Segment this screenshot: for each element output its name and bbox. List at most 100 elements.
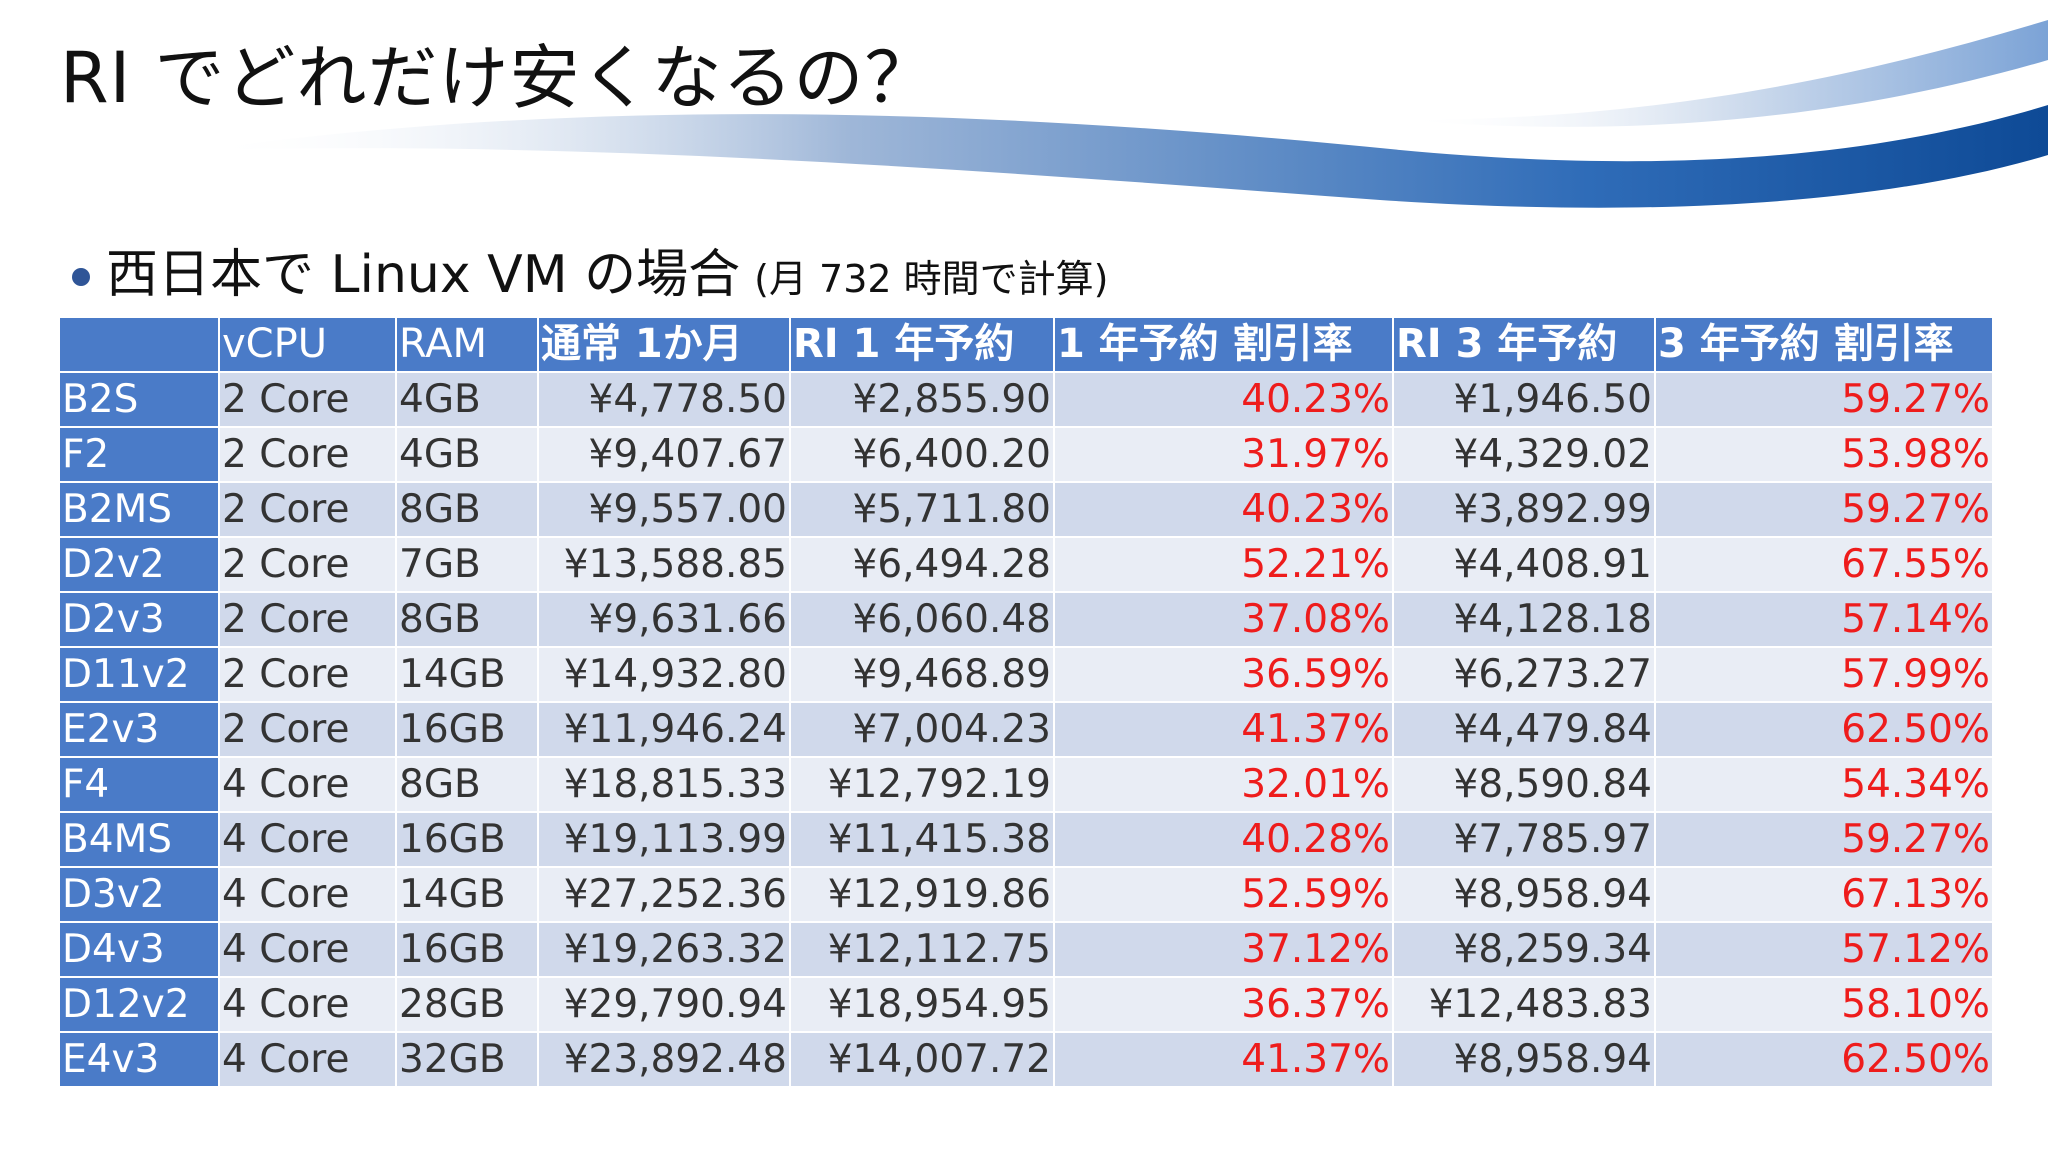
ri-1yr-price-cell: ¥5,711.80 xyxy=(791,483,1053,536)
vcpu-cell: 4 Core xyxy=(220,868,395,921)
vcpu-cell: 2 Core xyxy=(220,373,395,426)
bullet-note-text: (月 732 時間で計算) xyxy=(754,257,1109,301)
pricing-table: vCPU RAM 通常 1か月 RI 1 年予約 1 年予約 割引率 RI 3 年予約 3 … xyxy=(58,316,1994,1088)
discount-1yr-cell: 40.23% xyxy=(1055,483,1392,536)
model-cell: B2MS xyxy=(60,483,218,536)
regular-price-cell: ¥11,946.24 xyxy=(539,703,789,756)
table-row: D4v3 4 Core 16GB ¥19,263.32 ¥12,112.75 37.12%… xyxy=(60,923,1992,976)
model-cell: B4MS xyxy=(60,813,218,866)
discount-3yr-cell: 54.34% xyxy=(1656,758,1992,811)
table-row: B4MS 4 Core 16GB ¥19,113.99 ¥11,415.38 40.28%… xyxy=(60,813,1992,866)
bullet-point: 西日本で Linux VM の場合 (月 732 時間で計算) xyxy=(72,232,1108,307)
table-row: D2v2 2 Core 7GB ¥13,588.85 ¥6,494.28 52.21% ¥4… xyxy=(60,538,1992,591)
table-body: B2S 2 Core 4GB ¥4,778.50 ¥2,855.90 40.23% ¥1,9… xyxy=(60,373,1992,1086)
ri-3yr-price-cell: ¥4,479.84 xyxy=(1394,703,1654,756)
ram-cell: 32GB xyxy=(397,1033,537,1086)
table-row: E2v3 2 Core 16GB ¥11,946.24 ¥7,004.23 41.37% ¥… xyxy=(60,703,1992,756)
table-row: E4v3 4 Core 32GB ¥23,892.48 ¥14,007.72 41.37%… xyxy=(60,1033,1992,1086)
ri-3yr-price-cell: ¥12,483.83 xyxy=(1394,978,1654,1031)
ram-cell: 14GB xyxy=(397,868,537,921)
discount-1yr-cell: 40.28% xyxy=(1055,813,1392,866)
regular-price-cell: ¥13,588.85 xyxy=(539,538,789,591)
ri-1yr-price-cell: ¥12,112.75 xyxy=(791,923,1053,976)
bullet-dot-icon xyxy=(72,268,90,286)
table-row: F4 4 Core 8GB ¥18,815.33 ¥12,792.19 32.01% ¥8,… xyxy=(60,758,1992,811)
ri-1yr-price-cell: ¥9,468.89 xyxy=(791,648,1053,701)
ri-1yr-price-cell: ¥12,792.19 xyxy=(791,758,1053,811)
ri-1yr-price-cell: ¥2,855.90 xyxy=(791,373,1053,426)
discount-1yr-cell: 52.59% xyxy=(1055,868,1392,921)
discount-3yr-cell: 59.27% xyxy=(1656,813,1992,866)
discount-3yr-cell: 62.50% xyxy=(1656,703,1992,756)
model-cell: F2 xyxy=(60,428,218,481)
vcpu-cell: 4 Core xyxy=(220,923,395,976)
discount-1yr-cell: 31.97% xyxy=(1055,428,1392,481)
ram-cell: 16GB xyxy=(397,703,537,756)
table-row: D2v3 2 Core 8GB ¥9,631.66 ¥6,060.48 37.08% ¥4,… xyxy=(60,593,1992,646)
vcpu-cell: 2 Core xyxy=(220,593,395,646)
vcpu-cell: 2 Core xyxy=(220,428,395,481)
model-cell: D3v2 xyxy=(60,868,218,921)
header-ri-1yr: RI 1 年予約 xyxy=(791,318,1053,371)
header-3yr-discount: 3 年予約 割引率 xyxy=(1656,318,1992,371)
ram-cell: 8GB xyxy=(397,483,537,536)
ri-3yr-price-cell: ¥8,259.34 xyxy=(1394,923,1654,976)
table-row: D12v2 4 Core 28GB ¥29,790.94 ¥18,954.95 36.37… xyxy=(60,978,1992,1031)
model-cell: D12v2 xyxy=(60,978,218,1031)
model-cell: E2v3 xyxy=(60,703,218,756)
ri-1yr-price-cell: ¥7,004.23 xyxy=(791,703,1053,756)
regular-price-cell: ¥19,113.99 xyxy=(539,813,789,866)
ri-1yr-price-cell: ¥18,954.95 xyxy=(791,978,1053,1031)
vcpu-cell: 2 Core xyxy=(220,648,395,701)
vcpu-cell: 4 Core xyxy=(220,978,395,1031)
ri-1yr-price-cell: ¥12,919.86 xyxy=(791,868,1053,921)
regular-price-cell: ¥14,932.80 xyxy=(539,648,789,701)
table-row: D11v2 2 Core 14GB ¥14,932.80 ¥9,468.89 36.59%… xyxy=(60,648,1992,701)
ram-cell: 8GB xyxy=(397,758,537,811)
ri-3yr-price-cell: ¥6,273.27 xyxy=(1394,648,1654,701)
regular-price-cell: ¥19,263.32 xyxy=(539,923,789,976)
regular-price-cell: ¥29,790.94 xyxy=(539,978,789,1031)
vcpu-cell: 4 Core xyxy=(220,1033,395,1086)
header-ri-3yr: RI 3 年予約 xyxy=(1394,318,1654,371)
vcpu-cell: 4 Core xyxy=(220,813,395,866)
header-swoosh-decoration xyxy=(200,20,2048,208)
table-header-row: vCPU RAM 通常 1か月 RI 1 年予約 1 年予約 割引率 RI 3 年予約 3 … xyxy=(60,318,1992,371)
discount-3yr-cell: 57.99% xyxy=(1656,648,1992,701)
discount-1yr-cell: 40.23% xyxy=(1055,373,1392,426)
model-cell: E4v3 xyxy=(60,1033,218,1086)
regular-price-cell: ¥4,778.50 xyxy=(539,373,789,426)
header-regular-month: 通常 1か月 xyxy=(539,318,789,371)
discount-3yr-cell: 57.14% xyxy=(1656,593,1992,646)
header-model xyxy=(60,318,218,371)
discount-1yr-cell: 37.08% xyxy=(1055,593,1392,646)
discount-1yr-cell: 36.37% xyxy=(1055,978,1392,1031)
header-ram: RAM xyxy=(397,318,537,371)
model-cell: F4 xyxy=(60,758,218,811)
vcpu-cell: 4 Core xyxy=(220,758,395,811)
model-cell: B2S xyxy=(60,373,218,426)
bullet-main-text: 西日本で Linux VM の場合 xyxy=(106,245,741,305)
discount-3yr-cell: 67.13% xyxy=(1656,868,1992,921)
ri-3yr-price-cell: ¥4,329.02 xyxy=(1394,428,1654,481)
discount-1yr-cell: 52.21% xyxy=(1055,538,1392,591)
ri-3yr-price-cell: ¥3,892.99 xyxy=(1394,483,1654,536)
ram-cell: 14GB xyxy=(397,648,537,701)
ri-3yr-price-cell: ¥1,946.50 xyxy=(1394,373,1654,426)
ram-cell: 16GB xyxy=(397,813,537,866)
slide-title: RI でどれだけ安くなるの？ xyxy=(60,37,936,119)
ri-3yr-price-cell: ¥4,128.18 xyxy=(1394,593,1654,646)
discount-3yr-cell: 57.12% xyxy=(1656,923,1992,976)
ram-cell: 28GB xyxy=(397,978,537,1031)
ri-1yr-price-cell: ¥6,060.48 xyxy=(791,593,1053,646)
discount-3yr-cell: 59.27% xyxy=(1656,483,1992,536)
ri-1yr-price-cell: ¥14,007.72 xyxy=(791,1033,1053,1086)
discount-3yr-cell: 59.27% xyxy=(1656,373,1992,426)
discount-1yr-cell: 41.37% xyxy=(1055,1033,1392,1086)
model-cell: D2v2 xyxy=(60,538,218,591)
ram-cell: 4GB xyxy=(397,428,537,481)
header-1yr-discount: 1 年予約 割引率 xyxy=(1055,318,1392,371)
ri-3yr-price-cell: ¥7,785.97 xyxy=(1394,813,1654,866)
ram-cell: 4GB xyxy=(397,373,537,426)
discount-3yr-cell: 67.55% xyxy=(1656,538,1992,591)
